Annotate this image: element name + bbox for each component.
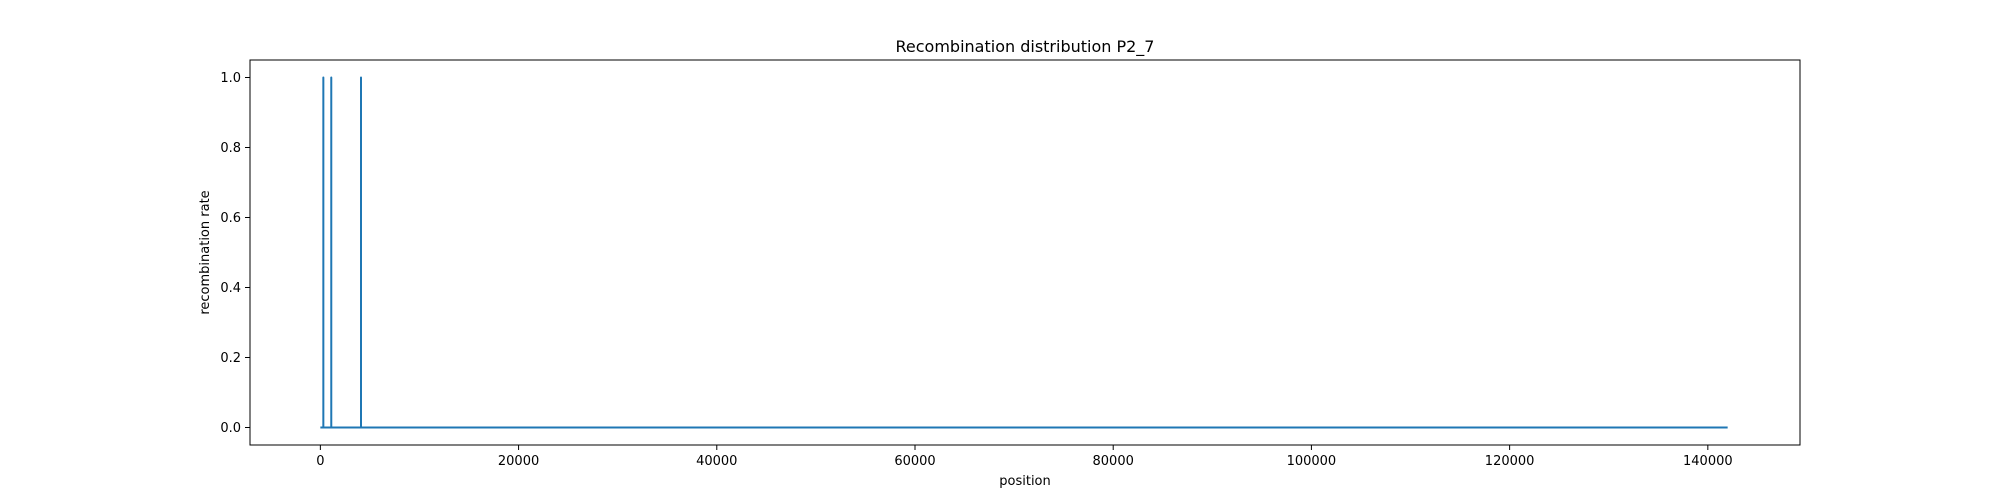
y-axis-label: recombination rate: [198, 190, 213, 314]
y-tick-label: 0.4: [220, 281, 241, 296]
x-axis-ticks: 0 20000 40000 60000 80000 100000 120000 140000: [316, 445, 1733, 469]
y-tick-label: 0.8: [220, 141, 241, 156]
chart-title: Recombination distribution P2_7: [896, 37, 1155, 57]
x-tick-label: 0: [316, 454, 324, 469]
y-tick-label: 0.0: [220, 421, 241, 436]
x-tick-label: 100000: [1287, 454, 1337, 469]
y-tick-label: 0.2: [220, 351, 241, 366]
y-axis-ticks: 0.0 0.2 0.4 0.6 0.8 1.0: [220, 71, 250, 436]
x-tick-label: 120000: [1485, 454, 1535, 469]
x-axis-label: position: [999, 474, 1051, 489]
x-tick-label: 60000: [894, 454, 935, 469]
y-tick-label: 1.0: [220, 71, 241, 86]
x-tick-label: 40000: [696, 454, 737, 469]
x-tick-label: 80000: [1093, 454, 1134, 469]
plot-area: [320, 76, 1728, 429]
series-line-0: [320, 76, 1728, 429]
plot-frame: [249, 59, 1801, 446]
x-tick-label: 20000: [498, 454, 539, 469]
x-tick-label: 140000: [1683, 454, 1733, 469]
y-tick-label: 0.6: [220, 211, 241, 226]
